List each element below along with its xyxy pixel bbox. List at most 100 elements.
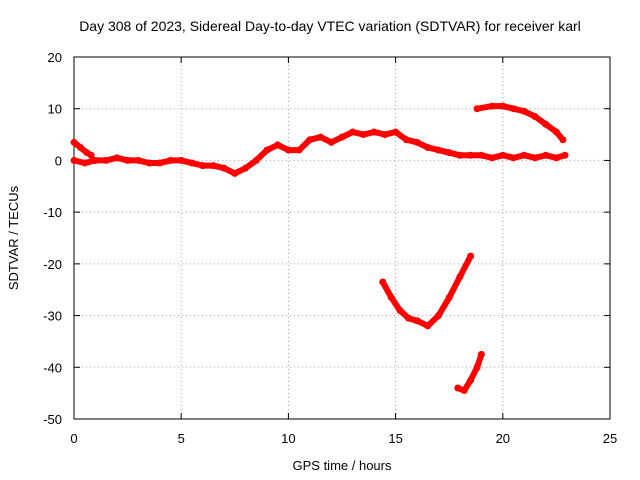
data-point bbox=[87, 151, 95, 159]
x-tick-label-5: 25 bbox=[603, 431, 617, 446]
data-point bbox=[424, 322, 432, 330]
data-point bbox=[561, 151, 569, 159]
data-point bbox=[510, 105, 518, 113]
data-point bbox=[434, 146, 442, 154]
data-point bbox=[477, 350, 485, 358]
data-point bbox=[70, 138, 78, 146]
x-axis-label: GPS time / hours bbox=[293, 458, 392, 473]
data-point bbox=[520, 151, 528, 159]
data-point bbox=[467, 252, 475, 260]
y-tick-label-4: -10 bbox=[43, 205, 62, 220]
data-point bbox=[349, 128, 357, 136]
y-tick-label-5: 0 bbox=[55, 153, 62, 168]
data-point bbox=[454, 384, 462, 392]
y-tick-label-2: -30 bbox=[43, 309, 62, 324]
series-1 bbox=[70, 138, 95, 159]
data-point bbox=[552, 154, 560, 162]
data-point bbox=[177, 156, 185, 164]
data-point bbox=[156, 159, 164, 167]
series-0 bbox=[70, 128, 569, 177]
data-point bbox=[381, 131, 389, 139]
series-trace-2 bbox=[474, 103, 566, 143]
series-2 bbox=[473, 102, 567, 144]
data-point bbox=[188, 159, 196, 167]
series-trace-4 bbox=[454, 351, 485, 394]
y-tick-label-1: -40 bbox=[43, 360, 62, 375]
data-point bbox=[396, 306, 404, 314]
grid-lines bbox=[74, 57, 610, 419]
data-point bbox=[488, 102, 496, 110]
data-point bbox=[387, 293, 395, 301]
data-point bbox=[199, 162, 207, 170]
data-point bbox=[231, 169, 239, 177]
data-point bbox=[542, 151, 550, 159]
x-tick-label-1: 5 bbox=[178, 431, 185, 446]
data-point bbox=[434, 312, 442, 320]
series-trace-3 bbox=[379, 253, 474, 329]
data-point bbox=[445, 149, 453, 157]
data-point bbox=[91, 156, 99, 164]
data-point bbox=[424, 144, 432, 151]
data-point bbox=[402, 136, 410, 144]
data-point bbox=[359, 131, 367, 139]
x-tick-label-0: 0 bbox=[70, 431, 77, 446]
data-point bbox=[510, 154, 518, 162]
y-tick-label-0: -50 bbox=[43, 412, 62, 427]
data-point bbox=[81, 159, 89, 167]
data-point bbox=[477, 151, 485, 159]
data-point bbox=[295, 146, 303, 154]
data-point bbox=[370, 128, 378, 136]
data-point bbox=[413, 317, 421, 325]
data-point bbox=[456, 151, 464, 159]
data-point bbox=[531, 112, 539, 120]
data-point bbox=[263, 146, 271, 154]
data-point bbox=[134, 156, 142, 164]
data-point bbox=[460, 387, 468, 395]
data-point bbox=[70, 156, 78, 164]
data-point bbox=[306, 136, 314, 144]
data-point bbox=[499, 102, 507, 110]
y-axis-label: SDTVAR / TECUs bbox=[6, 185, 21, 290]
data-point bbox=[473, 363, 481, 371]
data-point bbox=[392, 128, 400, 136]
series-4 bbox=[454, 350, 485, 395]
data-point bbox=[456, 273, 464, 281]
chart-title: Day 308 of 2023, Sidereal Day-to-day VTE… bbox=[79, 18, 581, 34]
data-point bbox=[220, 164, 228, 172]
data-point bbox=[113, 154, 121, 162]
data-point bbox=[76, 144, 84, 151]
data-point bbox=[379, 278, 387, 286]
data-point bbox=[559, 136, 567, 144]
data-point bbox=[274, 141, 282, 149]
data-point bbox=[520, 107, 528, 115]
data-point bbox=[284, 146, 292, 154]
data-point bbox=[413, 138, 421, 146]
data-point bbox=[102, 156, 110, 164]
x-tick-label-3: 15 bbox=[388, 431, 402, 446]
data-point bbox=[445, 293, 453, 301]
data-point bbox=[404, 314, 412, 322]
data-point bbox=[317, 133, 325, 141]
series-3 bbox=[379, 252, 475, 330]
data-point bbox=[166, 156, 174, 164]
y-tick-label-6: 10 bbox=[48, 102, 62, 117]
data-series bbox=[70, 102, 569, 395]
data-point bbox=[467, 151, 475, 159]
plot-frame bbox=[73, 56, 611, 420]
data-point bbox=[145, 159, 153, 167]
data-point bbox=[499, 151, 507, 159]
data-point bbox=[209, 162, 217, 170]
x-tick-label-2: 10 bbox=[281, 431, 295, 446]
y-tick-label-7: 20 bbox=[48, 50, 62, 65]
data-point bbox=[338, 133, 346, 141]
data-point bbox=[467, 376, 475, 384]
data-point bbox=[242, 164, 250, 172]
y-tick-label-3: -20 bbox=[43, 257, 62, 272]
data-point bbox=[327, 138, 335, 146]
data-point bbox=[542, 120, 550, 128]
data-point bbox=[124, 156, 132, 164]
data-point bbox=[473, 105, 481, 113]
x-tick-label-4: 20 bbox=[496, 431, 510, 446]
data-point bbox=[552, 128, 560, 136]
